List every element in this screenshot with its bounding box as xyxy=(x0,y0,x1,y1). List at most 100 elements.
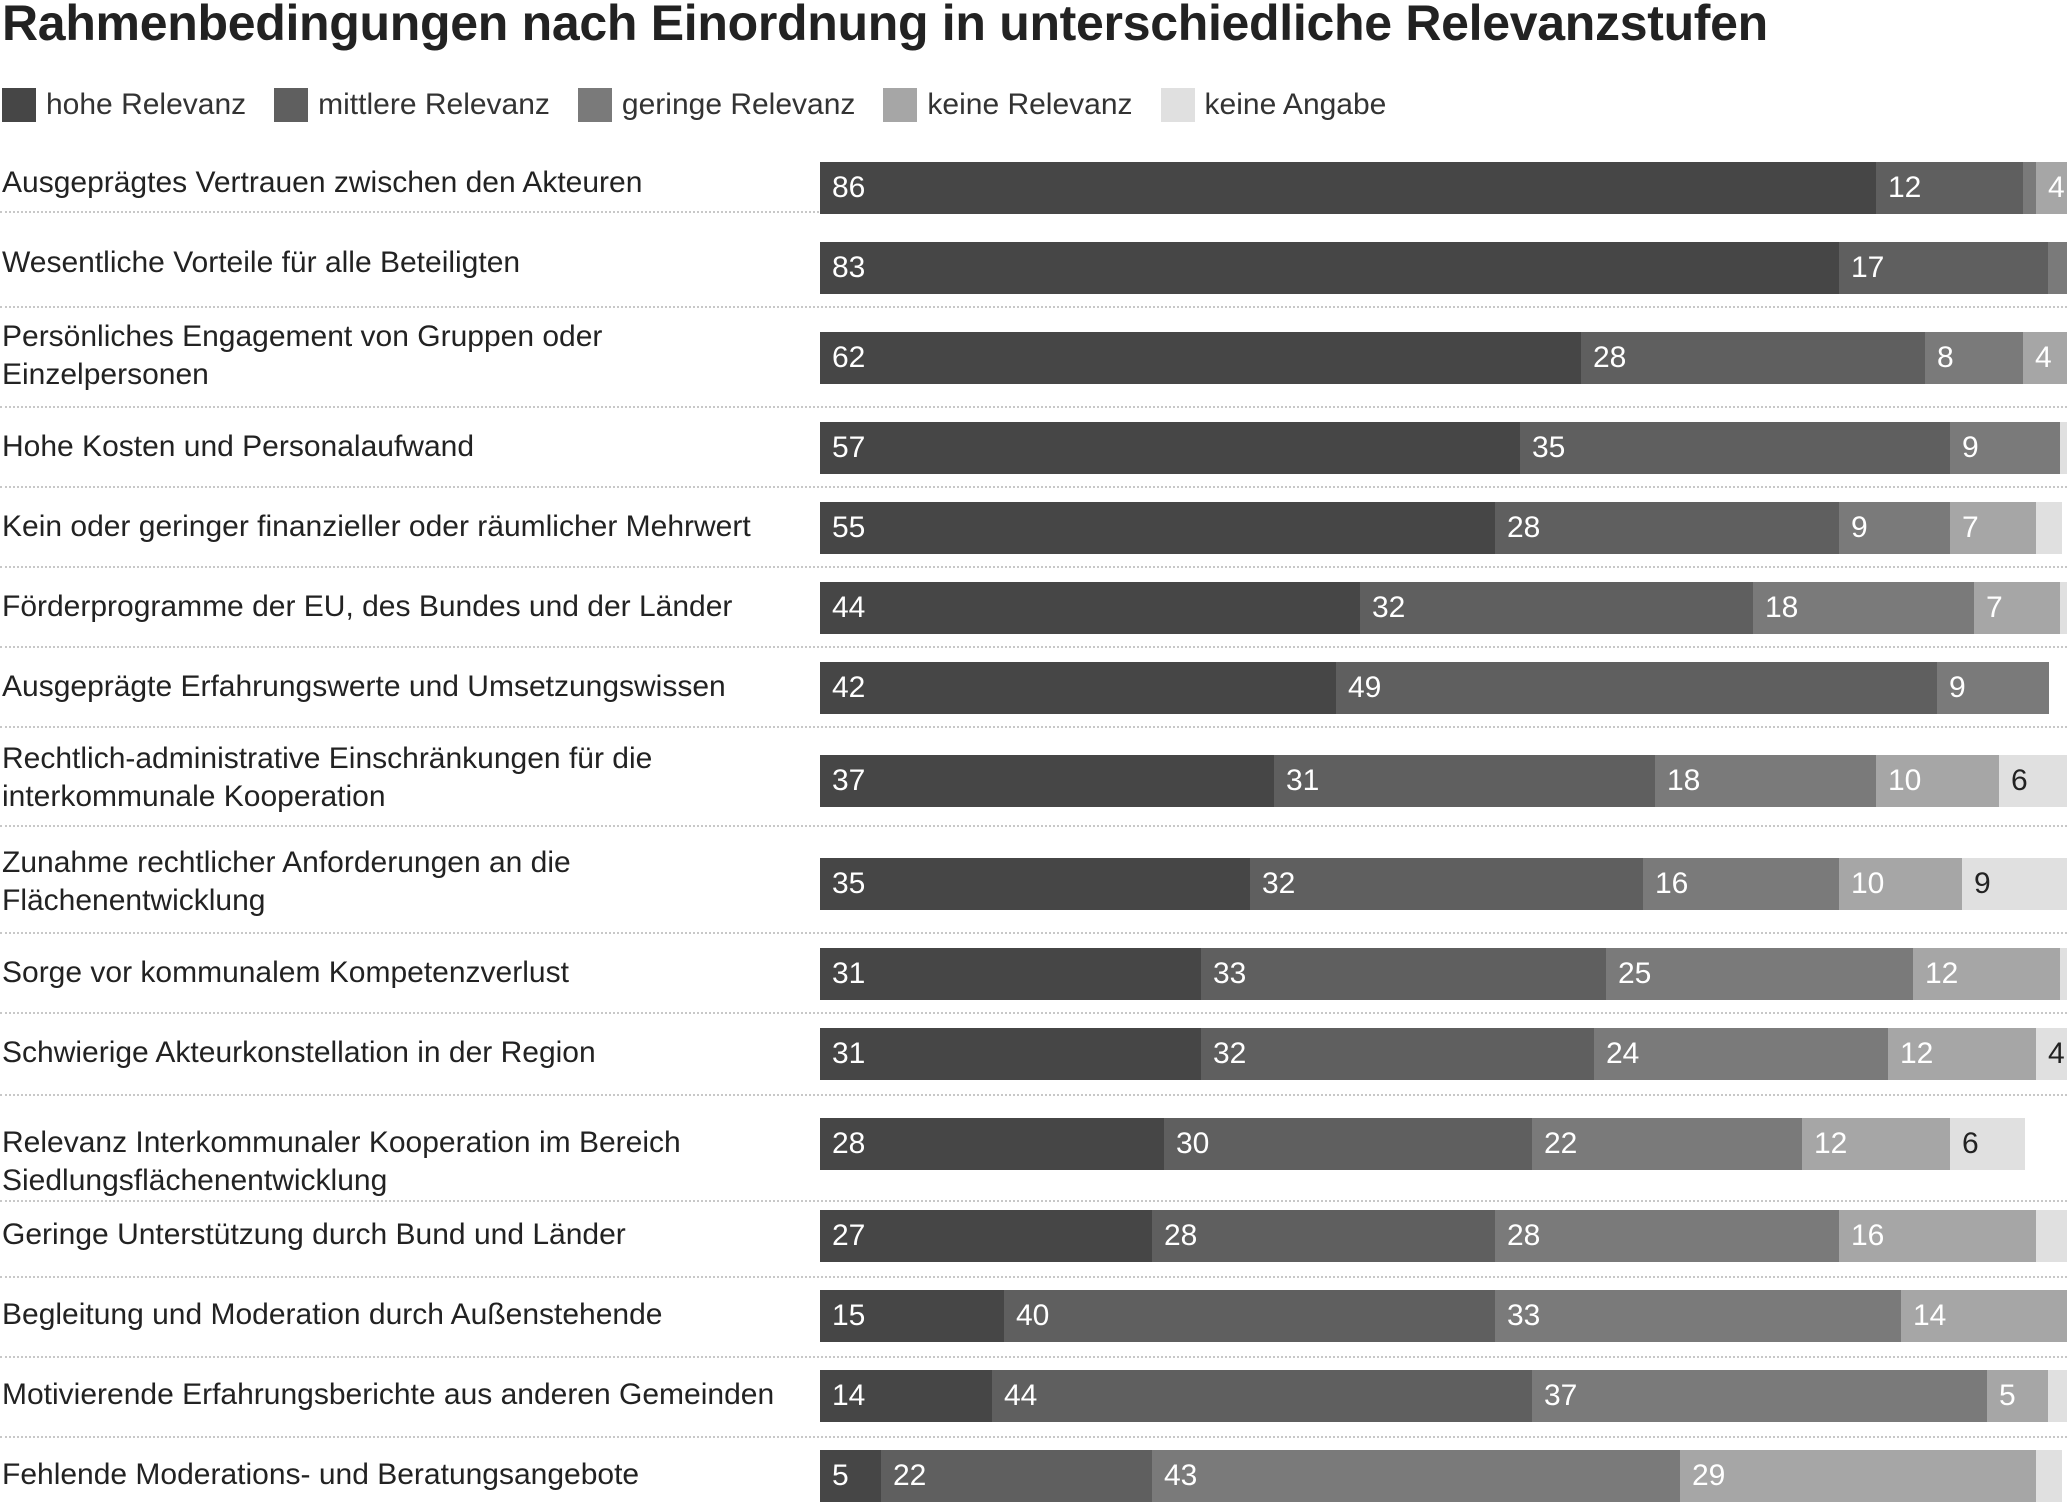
data-label: 28 xyxy=(1507,511,1541,544)
data-label: 31 xyxy=(1286,764,1320,797)
legend-swatch xyxy=(274,88,309,122)
data-label: 32 xyxy=(1262,867,1296,900)
data-label: 17 xyxy=(1851,251,1885,284)
bar-segment xyxy=(1937,662,2049,714)
data-label: 33 xyxy=(1507,1299,1541,1332)
row-divider xyxy=(0,1200,2067,1202)
data-label: 86 xyxy=(832,171,866,204)
data-label: 22 xyxy=(893,1459,927,1492)
data-label: 4 xyxy=(2048,171,2065,204)
legend-item: hohe Relevanz xyxy=(2,88,246,122)
stacked-bar: 55 28 9 7 xyxy=(820,502,2067,554)
data-label: 9 xyxy=(1851,511,1868,544)
data-label: 28 xyxy=(1164,1219,1198,1252)
data-label: 5 xyxy=(832,1459,849,1492)
legend-swatch xyxy=(2,88,36,122)
data-label: 62 xyxy=(832,341,866,374)
stacked-bar: 31 32 24 12 4 xyxy=(820,1028,2067,1080)
category-label: Zunahme rechtlicher Anforderungen an die… xyxy=(2,846,571,917)
bar-segment xyxy=(992,1370,1533,1422)
data-label: 4 xyxy=(2035,341,2052,374)
stacked-bar: 28 30 22 12 6 xyxy=(820,1118,2067,1170)
data-label: 49 xyxy=(1348,671,1382,704)
bar-segment xyxy=(1336,662,1939,714)
bar-segment xyxy=(2060,582,2067,634)
bar-segment xyxy=(1164,1118,1533,1170)
data-label: 7 xyxy=(1986,591,2003,624)
bar-segment xyxy=(1950,1118,2025,1170)
bar-segment xyxy=(1274,755,1656,807)
bar-segment xyxy=(1495,1210,1840,1262)
bar-segment xyxy=(2060,422,2067,474)
bar-segment xyxy=(1876,162,2024,214)
legend: hohe Relevanz mittlere Relevanz geringe Re… xyxy=(2,85,1414,125)
data-label: 12 xyxy=(1900,1037,1934,1070)
data-label: 18 xyxy=(1667,764,1701,797)
stacked-bar: 14 44 37 5 xyxy=(820,1370,2067,1422)
data-label: 31 xyxy=(832,1037,866,1070)
bar-segment xyxy=(1152,1210,1497,1262)
data-label: 14 xyxy=(1913,1299,1947,1332)
bar-segment xyxy=(820,1210,1153,1262)
category-label: Sorge vor kommunalem Kompetenzverlust xyxy=(2,956,569,989)
data-label: 7 xyxy=(1962,511,1979,544)
stacked-bar: 15 40 33 14 xyxy=(820,1290,2067,1342)
bar-segment xyxy=(820,1370,993,1422)
row-divider xyxy=(0,566,2067,568)
data-label: 12 xyxy=(1925,957,1959,990)
bar-segment xyxy=(1839,1210,2036,1262)
stacked-bar: 57 35 9 xyxy=(820,422,2067,474)
row-divider xyxy=(0,726,2067,728)
data-label: 16 xyxy=(1851,1219,1885,1252)
category-label: Wesentliche Vorteile für alle Beteiligte… xyxy=(2,246,521,279)
stacked-bar: 5 22 43 29 xyxy=(820,1450,2067,1502)
legend-swatch xyxy=(1160,88,1195,122)
category-label: Relevanz Interkommunaler Kooperation im … xyxy=(2,1126,681,1197)
data-label: 30 xyxy=(1176,1127,1210,1160)
category-label: Fehlende Moderations- und Beratungsangeb… xyxy=(2,1458,640,1491)
bar-segment xyxy=(1594,1028,1890,1080)
data-label: 28 xyxy=(1593,341,1627,374)
bar-segment xyxy=(820,948,1202,1000)
bar-segment xyxy=(1999,755,2067,807)
bar-segment xyxy=(2048,242,2067,294)
bar-segment xyxy=(1520,422,1951,474)
bar-segment xyxy=(1962,858,2067,910)
data-label: 9 xyxy=(1962,431,1979,464)
row-divider xyxy=(0,1012,2067,1014)
stacked-bar: 35 32 16 10 9 xyxy=(820,858,2067,910)
bar-segment xyxy=(881,1450,1152,1502)
bar-segment xyxy=(820,755,1275,807)
bar-segment xyxy=(1901,1290,2067,1342)
legend-item: mittlere Relevanz xyxy=(274,88,550,122)
bar-segment xyxy=(1913,948,2061,1000)
bar-segment xyxy=(820,1450,882,1502)
row-divider xyxy=(0,306,2067,308)
bar-segment xyxy=(820,422,1521,474)
row-divider xyxy=(0,1276,2067,1278)
bar-segment xyxy=(2048,1370,2067,1422)
data-label: 32 xyxy=(1213,1037,1247,1070)
data-label: 5 xyxy=(1999,1379,2016,1412)
bar-segment xyxy=(1839,502,1951,554)
row-divider xyxy=(0,1356,2067,1358)
bar-segment xyxy=(1839,858,1963,910)
data-label: 29 xyxy=(1692,1459,1726,1492)
bar-segment xyxy=(1888,1028,2036,1080)
bar-segment xyxy=(2036,1028,2067,1080)
bar-segment xyxy=(2036,1210,2067,1262)
data-label: 15 xyxy=(832,1299,866,1332)
data-label: 14 xyxy=(832,1379,866,1412)
data-label: 10 xyxy=(1851,867,1885,900)
data-label: 24 xyxy=(1606,1037,1640,1070)
bar-segment xyxy=(1680,1450,2037,1502)
bar-segment xyxy=(1152,1450,1681,1502)
data-label: 43 xyxy=(1164,1459,1198,1492)
data-label: 8 xyxy=(1937,341,1954,374)
legend-swatch xyxy=(883,88,918,122)
bar-segment xyxy=(1974,582,2061,634)
legend-label: keine Angabe xyxy=(1204,88,1387,121)
bar-segment xyxy=(1950,502,2037,554)
bar-segment xyxy=(820,1118,1165,1170)
